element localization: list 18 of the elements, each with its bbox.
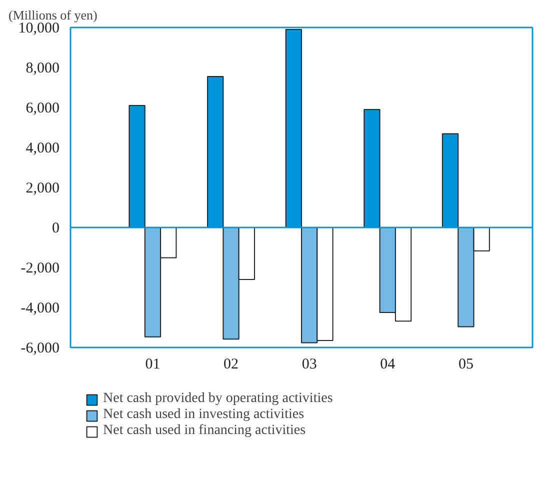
x-tick-label: 05 (458, 356, 474, 372)
x-tick-label: 01 (145, 356, 160, 372)
y-tick-label: 2,000 (26, 180, 60, 196)
y-tick-label: -2,000 (20, 260, 60, 276)
y-tick-label: 0 (52, 220, 60, 236)
x-tick-label: 04 (380, 356, 396, 372)
y-tick-label: -6,000 (20, 340, 60, 356)
y-tick-label: 8,000 (26, 60, 60, 76)
y-tick-label: -4,000 (20, 300, 60, 316)
y-axis-title: (Millions of yen) (8, 8, 98, 22)
legend-label: Net cash provided by operating activities (103, 391, 333, 407)
y-tick-label: 4,000 (26, 140, 60, 156)
y-tick-label: 10,000 (18, 20, 60, 36)
legend-label: Net cash used in financing activities (103, 423, 306, 439)
legend-label: Net cash used in investing activities (103, 407, 304, 423)
x-tick-label: 03 (302, 356, 317, 372)
y-tick-label: 6,000 (26, 100, 60, 116)
x-tick-label: 02 (224, 356, 239, 372)
